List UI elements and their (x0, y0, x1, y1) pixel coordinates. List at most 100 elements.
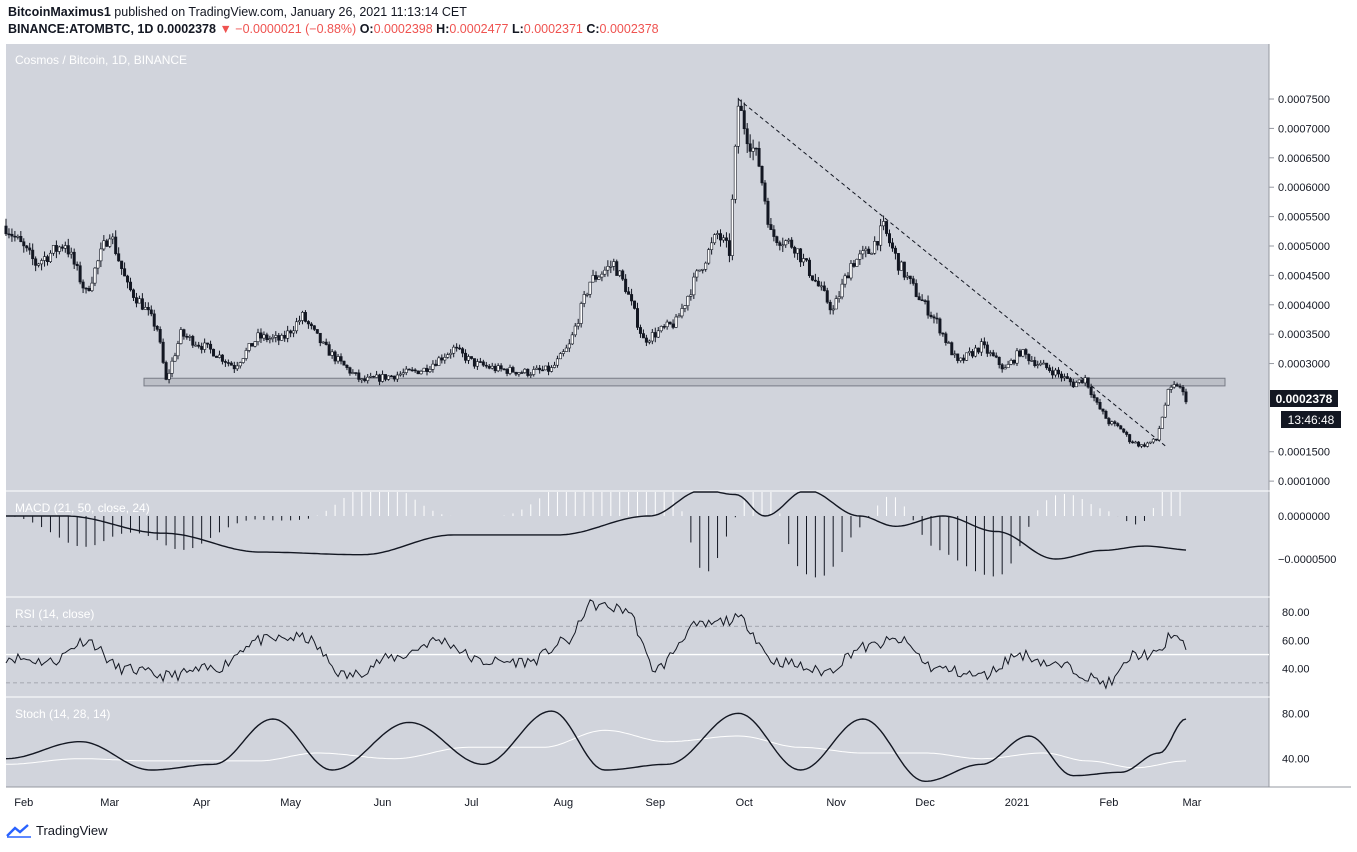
candle-body (123, 268, 127, 277)
author-name[interactable]: BitcoinMaximus1 (8, 5, 111, 19)
candle-body (920, 299, 924, 302)
candle-body (410, 369, 414, 372)
candle-body (929, 314, 933, 318)
low-value: 0.0002371 (523, 22, 583, 36)
candle-body (710, 242, 714, 250)
macd-title: MACD (21, 50, close, 24) (15, 501, 150, 515)
countdown-tag (1281, 411, 1341, 428)
candle-body (804, 258, 808, 261)
candle-body (458, 347, 462, 350)
candle-body (1122, 428, 1126, 433)
candle-body (120, 260, 124, 269)
candle-body (721, 237, 725, 241)
candle-body (369, 376, 373, 378)
support-zone-layer (143, 377, 1226, 387)
candle-body (733, 145, 737, 200)
main-panel-title: Cosmos / Bitcoin, 1D, BINANCE (15, 53, 187, 67)
candle-body (1083, 377, 1087, 384)
candle-body (283, 334, 287, 339)
candle-body (48, 252, 52, 262)
candle-body (206, 342, 210, 345)
price-tick-label: 0.0004500 (1278, 270, 1330, 282)
candle-body (179, 329, 183, 344)
candle-body (769, 224, 773, 230)
stoch-k-line (5, 710, 1187, 783)
candle-body (882, 221, 886, 227)
candle-body (603, 269, 607, 275)
candle-body (1006, 364, 1010, 369)
candle-body (455, 346, 459, 349)
candle-body (888, 233, 892, 244)
candle-body (105, 240, 109, 247)
price-tick-label: 0.0005500 (1278, 212, 1330, 224)
rsi-tick-label: 80.00 (1282, 607, 1310, 619)
candle-body (437, 357, 441, 366)
candle-body (158, 329, 162, 343)
candle-body (505, 369, 509, 374)
candle-body (487, 365, 491, 369)
candle-body (757, 148, 761, 167)
candle-body (318, 332, 322, 344)
open-label: O: (359, 22, 374, 36)
candle-body (567, 343, 571, 349)
candle-body (1059, 373, 1063, 379)
candle-body (840, 283, 844, 298)
candle-body (965, 352, 969, 361)
candle-body (386, 375, 390, 380)
time-tick-label: May (280, 797, 301, 809)
stoch-layer (5, 710, 1187, 783)
candle-body (597, 276, 601, 280)
candle-body (1157, 428, 1161, 441)
candle-body (529, 374, 533, 376)
candle-body (1169, 386, 1173, 390)
trendline-layer (737, 98, 1166, 447)
candle-body (235, 365, 239, 370)
candle-body (1018, 350, 1022, 357)
candle-body (976, 347, 980, 353)
candle-body (971, 351, 975, 357)
time-tick-label: Mar (100, 797, 119, 809)
candle-body (1140, 444, 1144, 447)
candle-body (1101, 408, 1105, 412)
descending-trendline (737, 98, 1166, 447)
candle-body (185, 336, 189, 338)
candle-body (102, 240, 106, 250)
candle-body (837, 296, 841, 299)
candle-body (1184, 391, 1188, 403)
candle-body (155, 326, 159, 330)
candle-body (1048, 367, 1052, 371)
candle-body (956, 353, 960, 361)
candle-body (698, 269, 702, 272)
footer-brand[interactable]: TradingView (6, 823, 108, 838)
candle-body (1003, 367, 1007, 370)
candle-body (585, 293, 589, 296)
candle-body (1107, 418, 1111, 425)
candle-body (464, 352, 468, 361)
candle-body (831, 308, 835, 311)
candle-body (277, 335, 281, 341)
candle-body (1030, 360, 1034, 362)
time-tick-label: Jul (464, 797, 478, 809)
candle-body (781, 244, 785, 247)
candle-body (129, 281, 133, 291)
candle-body (1125, 431, 1129, 435)
candle-body (730, 198, 734, 256)
candle-body (816, 280, 820, 287)
price-tick-label: 0.0001500 (1278, 447, 1330, 459)
candle-body (973, 347, 977, 357)
candle-body (108, 238, 112, 247)
candle-body (194, 344, 198, 347)
candle-body (167, 373, 171, 380)
price-axis: 0.0007500 0.0007000 0.0006500 0.0006000 0.00… (1269, 94, 1336, 766)
candle-body (876, 241, 880, 246)
candle-body (19, 236, 23, 243)
candle-body (555, 358, 559, 366)
candle-body (244, 350, 248, 359)
candle-body (389, 375, 393, 378)
candle-body (947, 342, 951, 344)
unit-label: BTC (1300, 53, 1322, 65)
support-zone (143, 377, 1226, 387)
candle-body (149, 309, 153, 315)
time-tick-label: Sep (645, 797, 665, 809)
